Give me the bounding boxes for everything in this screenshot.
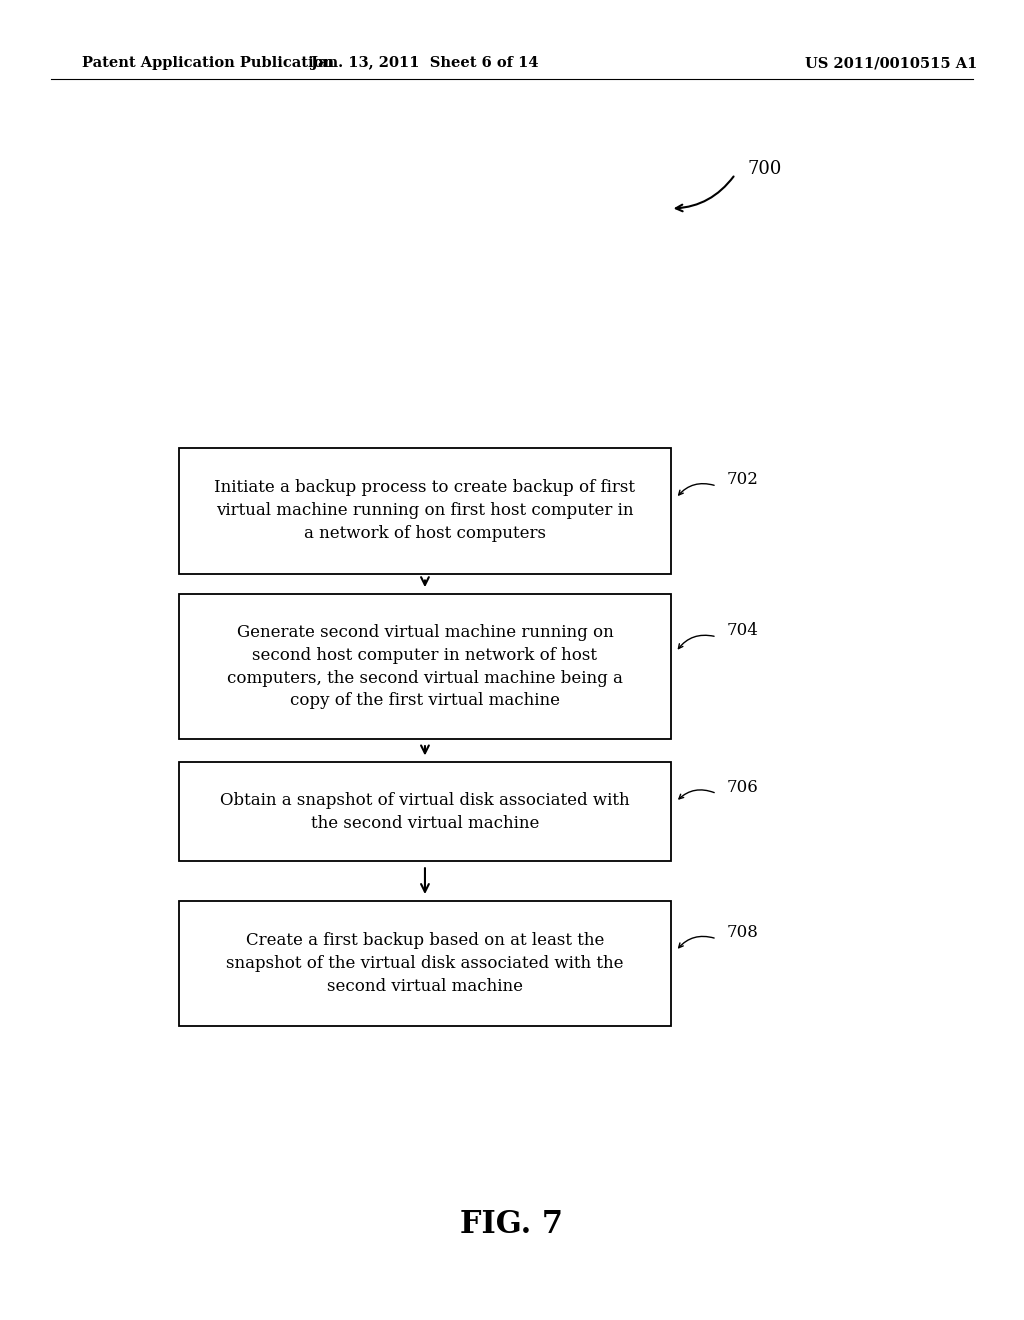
Bar [179, 449, 671, 573]
Text: US 2011/0010515 A1: US 2011/0010515 A1 [805, 57, 977, 70]
Text: 704: 704 [727, 622, 759, 639]
Bar [179, 900, 671, 1027]
Text: 708: 708 [727, 924, 759, 941]
Text: Create a first backup based on at least the
snapshot of the virtual disk associa: Create a first backup based on at least … [226, 932, 624, 995]
Text: FIG. 7: FIG. 7 [461, 1209, 563, 1241]
Text: Jan. 13, 2011  Sheet 6 of 14: Jan. 13, 2011 Sheet 6 of 14 [311, 57, 539, 70]
Bar [179, 594, 671, 739]
Text: 702: 702 [727, 471, 759, 488]
Text: Patent Application Publication: Patent Application Publication [82, 57, 334, 70]
Text: 706: 706 [727, 779, 759, 796]
Text: 700: 700 [748, 160, 782, 178]
Text: Initiate a backup process to create backup of first
virtual machine running on f: Initiate a backup process to create back… [214, 479, 636, 543]
Text: Generate second virtual machine running on
second host computer in network of ho: Generate second virtual machine running … [227, 624, 623, 709]
Bar [179, 762, 671, 861]
Text: Obtain a snapshot of virtual disk associated with
the second virtual machine: Obtain a snapshot of virtual disk associ… [220, 792, 630, 832]
